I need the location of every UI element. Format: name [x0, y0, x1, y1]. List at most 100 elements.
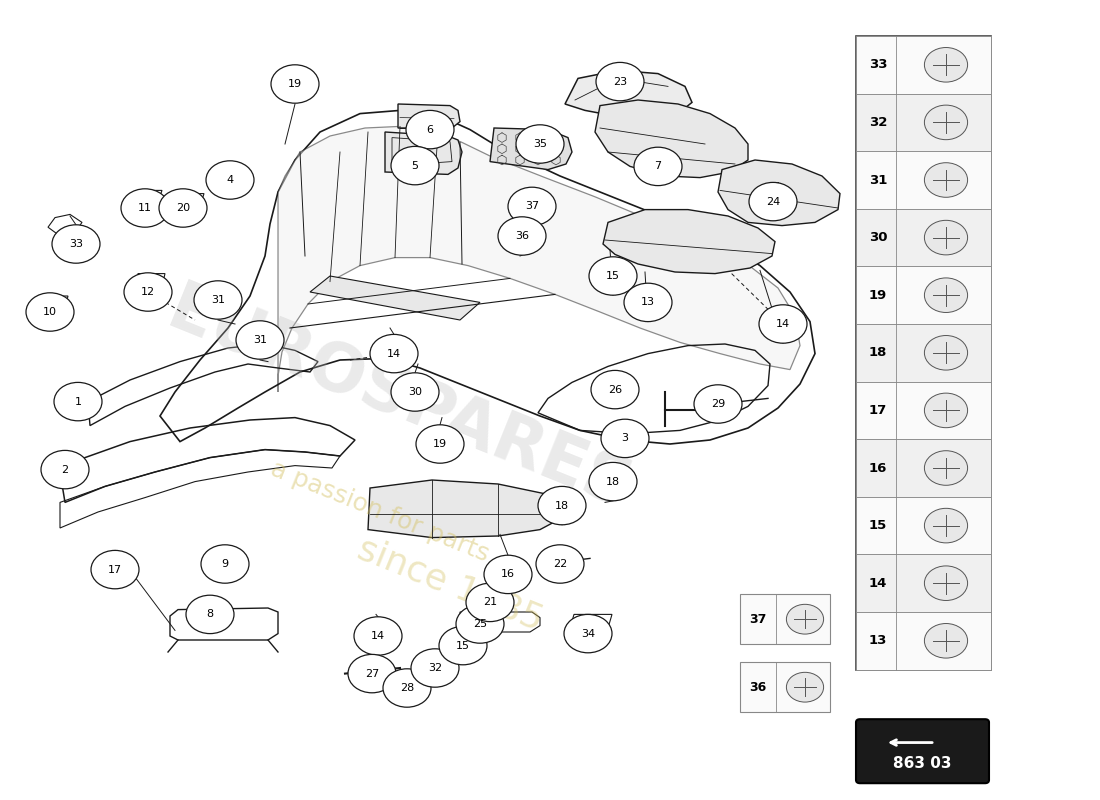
- Text: 17: 17: [869, 404, 887, 417]
- Circle shape: [194, 281, 242, 319]
- Text: 8: 8: [207, 610, 213, 619]
- Text: 28: 28: [400, 683, 414, 693]
- Circle shape: [749, 182, 798, 221]
- Circle shape: [390, 373, 439, 411]
- Text: 863 03: 863 03: [893, 756, 952, 771]
- Circle shape: [201, 545, 249, 583]
- Polygon shape: [490, 128, 572, 170]
- Text: 6: 6: [427, 125, 433, 134]
- Text: 31: 31: [253, 335, 267, 345]
- Circle shape: [924, 105, 968, 140]
- Text: 16: 16: [500, 570, 515, 579]
- Text: 36: 36: [749, 681, 767, 694]
- Bar: [856, 151, 991, 209]
- Circle shape: [759, 305, 807, 343]
- Text: 20: 20: [176, 203, 190, 213]
- Text: 32: 32: [869, 116, 888, 129]
- Text: 5: 5: [411, 161, 418, 170]
- Circle shape: [924, 220, 968, 255]
- Text: 18: 18: [554, 501, 569, 510]
- FancyBboxPatch shape: [856, 719, 989, 783]
- Text: 15: 15: [869, 519, 887, 532]
- Circle shape: [484, 555, 532, 594]
- Text: 18: 18: [606, 477, 620, 486]
- Circle shape: [124, 273, 172, 311]
- Bar: [856, 36, 991, 670]
- Circle shape: [786, 672, 824, 702]
- Text: 3: 3: [621, 434, 628, 443]
- Bar: [856, 612, 991, 670]
- Text: 18: 18: [869, 346, 888, 359]
- Text: 22: 22: [553, 559, 568, 569]
- Text: 32: 32: [428, 663, 442, 673]
- Text: 27: 27: [365, 669, 380, 678]
- Circle shape: [624, 283, 672, 322]
- Circle shape: [601, 419, 649, 458]
- Circle shape: [924, 623, 968, 658]
- Text: 7: 7: [654, 162, 661, 171]
- Circle shape: [498, 217, 546, 255]
- Circle shape: [694, 385, 743, 423]
- Text: 14: 14: [776, 319, 790, 329]
- Text: 33: 33: [69, 239, 82, 249]
- Text: 10: 10: [43, 307, 57, 317]
- Text: 34: 34: [581, 629, 595, 638]
- Bar: [856, 497, 991, 554]
- Polygon shape: [310, 276, 480, 320]
- Text: 13: 13: [641, 298, 654, 307]
- Text: since 1985: since 1985: [352, 531, 548, 637]
- Circle shape: [121, 189, 169, 227]
- Circle shape: [924, 47, 968, 82]
- Circle shape: [634, 147, 682, 186]
- Circle shape: [516, 125, 564, 163]
- Circle shape: [236, 321, 284, 359]
- Text: 26: 26: [608, 385, 623, 394]
- Text: EUROSPARES: EUROSPARES: [158, 277, 641, 523]
- Text: 19: 19: [433, 439, 447, 449]
- Circle shape: [786, 604, 824, 634]
- Text: 1: 1: [75, 397, 81, 406]
- Circle shape: [924, 335, 968, 370]
- Circle shape: [383, 669, 431, 707]
- Text: 19: 19: [288, 79, 302, 89]
- Text: 31: 31: [869, 174, 888, 186]
- Circle shape: [596, 62, 644, 101]
- Circle shape: [160, 189, 207, 227]
- Text: 17: 17: [108, 565, 122, 574]
- Circle shape: [538, 486, 586, 525]
- Bar: [856, 324, 991, 382]
- Circle shape: [924, 508, 968, 543]
- Circle shape: [271, 65, 319, 103]
- Circle shape: [439, 626, 487, 665]
- Polygon shape: [603, 210, 776, 274]
- Text: 11: 11: [138, 203, 152, 213]
- Text: 23: 23: [613, 77, 627, 86]
- Polygon shape: [385, 132, 462, 174]
- Circle shape: [52, 225, 100, 263]
- Bar: [856, 554, 991, 612]
- Bar: [856, 94, 991, 151]
- Circle shape: [416, 425, 464, 463]
- Text: 30: 30: [408, 387, 422, 397]
- Circle shape: [588, 462, 637, 501]
- Circle shape: [41, 450, 89, 489]
- Circle shape: [588, 257, 637, 295]
- Text: 35: 35: [534, 139, 547, 149]
- Circle shape: [924, 566, 968, 601]
- Text: 36: 36: [515, 231, 529, 241]
- Text: 25: 25: [473, 619, 487, 629]
- Circle shape: [924, 450, 968, 486]
- Text: 16: 16: [869, 462, 888, 474]
- Text: 37: 37: [749, 613, 767, 626]
- Circle shape: [536, 545, 584, 583]
- Circle shape: [54, 382, 102, 421]
- Polygon shape: [278, 126, 800, 392]
- Text: 37: 37: [525, 202, 539, 211]
- Bar: [740, 594, 830, 644]
- Text: 13: 13: [869, 634, 888, 647]
- Text: 21: 21: [483, 598, 497, 607]
- Text: 2: 2: [62, 465, 68, 474]
- Circle shape: [564, 614, 612, 653]
- Circle shape: [508, 187, 556, 226]
- Bar: [856, 439, 991, 497]
